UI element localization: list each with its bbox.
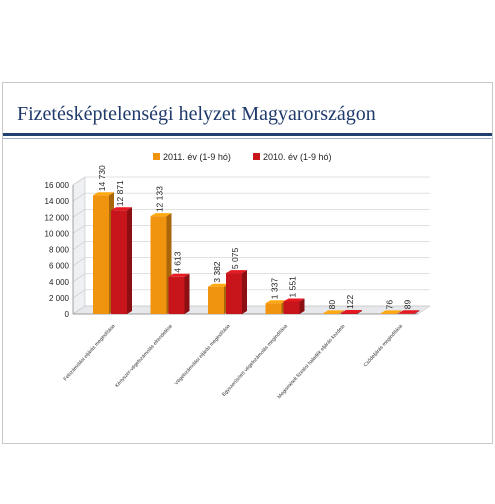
bar-top [380,310,402,314]
bar-top [398,310,420,314]
data-label: 76 [385,300,395,310]
bar-top [265,300,287,304]
data-label: 12 133 [155,186,165,212]
data-label: 1 551 [288,276,298,298]
data-label: 89 [403,300,413,310]
bar [208,286,224,314]
gridline [72,176,430,186]
slide-title: Fizetésképtelenségi helyzet Magyarország… [17,103,376,125]
bar [111,210,127,314]
y-tick-label: 6 000 [49,262,70,271]
gridline [72,257,430,266]
category-label: Végelszámolási eljárás megindítása [174,323,232,386]
bar-side [242,270,247,314]
bar-top [208,283,229,287]
data-label: 80 [327,300,337,310]
title-rule-thin [3,138,492,139]
category-label: Felszámolási eljárás megindítása [63,323,117,382]
bar-side [414,310,420,314]
bar [283,301,300,314]
bar-top [283,298,305,302]
category-label: Csődeljárás megindítása [363,323,404,368]
y-tick-label: 14 000 [45,197,70,206]
y-tick-label: 8 000 [49,246,70,255]
legend-label: 2011. év (1-9 hó) [163,152,231,162]
y-tick-label: 2 000 [49,294,70,303]
bar-top [323,310,344,314]
data-label: 4 613 [173,251,183,273]
y-tick-label: 10 000 [45,229,70,238]
bar [265,303,282,314]
data-label: 122 [345,295,355,309]
category-label: Megismételt fizetési haladék eljárás kez… [277,323,347,400]
bar-side [127,207,132,314]
data-label: 1 337 [270,278,280,300]
gridline [72,192,430,202]
bar-chart: 0 2 000 4 000 6 000 8 000 10 000 12 000 14 000 1… [45,152,431,400]
data-label: 12 871 [115,180,125,206]
y-tick-label: 4 000 [49,278,70,287]
bar [398,313,415,314]
y-tick-label: 0 [65,310,70,319]
data-label: 14 730 [97,165,107,191]
gridline [72,208,430,218]
bar-side [339,310,344,314]
bar [168,276,185,314]
title-rule [3,133,492,136]
data-label: 3 382 [212,261,222,283]
slide: Fizetésképtelenségi helyzet Magyarország… [2,82,493,444]
gridline [72,289,430,299]
gridline [72,273,430,282]
y-tick-label: 16 000 [45,181,70,190]
bar-side [396,310,402,314]
gridline [72,241,430,250]
bar [226,273,242,314]
legend-swatch [153,153,160,160]
bar [323,313,339,314]
y-tick-label: 12 000 [45,213,70,222]
category-label: Kényszer-végelszámolás elrendelése [114,323,174,389]
category-label: Egyszerűsített végelszámolás megindítása [221,323,289,398]
bar-side [184,273,190,314]
bar-top [341,310,362,314]
bar [93,195,109,314]
legend-label: 2010. év (1-9 hó) [263,152,332,162]
legend-swatch [253,153,260,160]
data-label: 5 075 [230,248,240,270]
gridline [72,225,430,234]
bar [341,313,357,314]
bar [380,313,397,314]
bar-side [299,298,305,314]
bar-top [150,213,172,217]
bar-top [226,270,247,274]
bar-top [93,192,114,196]
bar-top [111,207,132,211]
bar [150,216,167,314]
bar-side [357,310,362,314]
gridline [72,305,430,315]
bar-top [168,273,190,277]
